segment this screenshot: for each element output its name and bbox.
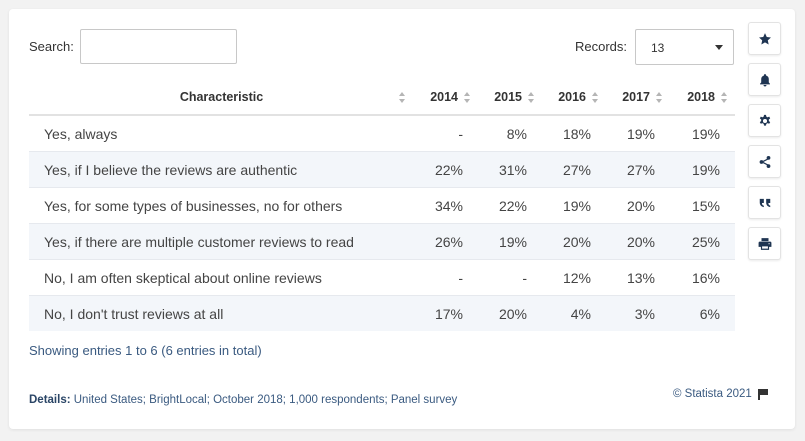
- table-cell: -: [478, 259, 542, 296]
- data-table: Characteristic 2014 2015 2016 2017 2018: [29, 80, 735, 331]
- table-cell: 19%: [691, 125, 720, 142]
- copyright: © Statista 2021: [673, 388, 768, 400]
- table-cell: 3%: [606, 295, 670, 331]
- column-header-2014[interactable]: 2014: [414, 80, 478, 116]
- table-cell: 6%: [670, 295, 735, 331]
- column-header-label: 2018: [687, 90, 715, 104]
- table-cell: 31%: [478, 151, 542, 188]
- table-cell-characteristic: Yes, always: [44, 125, 118, 142]
- table-cell: 20%: [606, 223, 670, 260]
- table-row: Yes, for some types of businesses, no fo…: [29, 187, 735, 224]
- search-label: Search:: [29, 39, 74, 54]
- bell-icon: [759, 73, 770, 86]
- sort-icon: [528, 92, 535, 103]
- sort-icon: [656, 92, 663, 103]
- table-cell: 34%: [414, 187, 478, 224]
- column-header-2017[interactable]: 2017: [606, 80, 670, 116]
- table-row: Yes, if there are multiple customer revi…: [29, 223, 735, 260]
- table-cell: 20%: [542, 223, 606, 260]
- table-cell: 19%: [542, 187, 606, 224]
- column-header-label: 2016: [558, 90, 586, 104]
- table-cell: 16%: [670, 259, 735, 296]
- column-header-characteristic[interactable]: Characteristic: [29, 80, 414, 116]
- table-cell: 8%: [506, 125, 527, 142]
- records-select-value: 13: [651, 41, 665, 55]
- table-cell: 20%: [478, 295, 542, 331]
- table-cell-characteristic: No, I don't trust reviews at all: [29, 295, 414, 331]
- column-header-label: 2017: [622, 90, 650, 104]
- share-button[interactable]: [748, 145, 781, 178]
- table-cell: 25%: [670, 223, 735, 260]
- entries-summary: Showing entries 1 to 6 (6 entries in tot…: [29, 343, 262, 358]
- quote-icon: [759, 198, 770, 207]
- table-row: Yes, if I believe the reviews are authen…: [29, 151, 735, 188]
- table-cell: -: [458, 125, 463, 142]
- column-header-2015[interactable]: 2015: [478, 80, 542, 116]
- table-cell-characteristic: Yes, for some types of businesses, no fo…: [29, 187, 414, 224]
- table-cell: 19%: [670, 151, 735, 188]
- table-cell-characteristic: Yes, if there are multiple customer revi…: [29, 223, 414, 260]
- sort-icon: [592, 92, 599, 103]
- table-row: No, I don't trust reviews at all 17% 20%…: [29, 295, 735, 331]
- chevron-down-icon: [715, 45, 723, 50]
- table-cell: 22%: [478, 187, 542, 224]
- sort-icon: [464, 92, 471, 103]
- table-cell: 26%: [414, 223, 478, 260]
- table-cell: -: [414, 259, 478, 296]
- sort-icon: [399, 92, 406, 103]
- details-line: Details: United States; BrightLocal; Oct…: [29, 394, 457, 406]
- column-header-label: 2014: [430, 90, 458, 104]
- column-header-label: 2015: [494, 90, 522, 104]
- table-cell: 20%: [606, 187, 670, 224]
- records-label: Records:: [575, 39, 628, 54]
- table-cell: 13%: [606, 259, 670, 296]
- table-cell: 19%: [478, 223, 542, 260]
- table-cell: 22%: [414, 151, 478, 188]
- print-icon: [758, 237, 771, 250]
- table-header-row: Characteristic 2014 2015 2016 2017 2018: [29, 80, 735, 116]
- search-input[interactable]: [80, 29, 237, 64]
- table-row: No, I am often skeptical about online re…: [29, 259, 735, 296]
- table-row: Yes, always - 8% 18% 19% 19%: [29, 115, 735, 152]
- table-cell: 17%: [414, 295, 478, 331]
- column-header-2018[interactable]: 2018: [670, 80, 735, 116]
- share-icon: [759, 155, 770, 168]
- table-cell: 27%: [606, 151, 670, 188]
- records-select[interactable]: 13: [635, 29, 734, 65]
- copyright-text[interactable]: © Statista 2021: [673, 388, 752, 400]
- favorite-button[interactable]: [748, 22, 781, 55]
- table-cell: 19%: [626, 125, 655, 142]
- star-icon: [758, 32, 771, 44]
- gear-icon: [759, 114, 770, 126]
- table-cell: 18%: [562, 125, 591, 142]
- details-text: United States; BrightLocal; October 2018…: [70, 394, 458, 406]
- flag-icon[interactable]: [757, 388, 768, 400]
- table-cell: 27%: [542, 151, 606, 188]
- column-header-2016[interactable]: 2016: [542, 80, 606, 116]
- table-cell: 12%: [542, 259, 606, 296]
- table-cell-characteristic: Yes, if I believe the reviews are authen…: [29, 151, 414, 188]
- details-label: Details:: [29, 394, 71, 406]
- cite-button[interactable]: [748, 186, 781, 219]
- action-sidebar: [748, 22, 781, 268]
- table-cell: 15%: [670, 187, 735, 224]
- table-cell: 4%: [542, 295, 606, 331]
- settings-button[interactable]: [748, 104, 781, 137]
- table-cell-characteristic: No, I am often skeptical about online re…: [29, 259, 414, 296]
- notification-button[interactable]: [748, 63, 781, 96]
- sort-icon: [721, 92, 728, 103]
- column-header-label: Characteristic: [179, 90, 264, 104]
- print-button[interactable]: [748, 227, 781, 260]
